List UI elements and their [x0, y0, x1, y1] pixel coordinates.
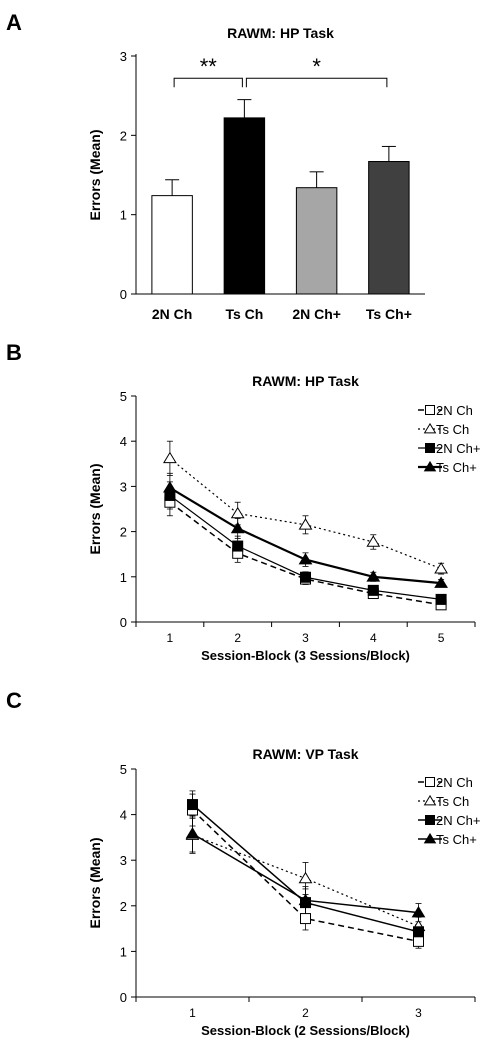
legend-marker [423, 832, 437, 844]
series-ts-ch--line [169, 486, 442, 585]
legend-marker [423, 460, 437, 472]
series-ts-ch-line [169, 457, 442, 570]
legend-marker [425, 443, 435, 453]
y-tick-label: 1 [120, 944, 127, 959]
y-axis-label: Errors (Mean) [87, 129, 103, 220]
y-tick-label: 0 [120, 615, 127, 630]
series-ts-ch--point [434, 576, 448, 588]
y-tick-label: 2 [120, 128, 127, 143]
legend-label: 2N Ch [436, 775, 473, 790]
series-2n-ch-point [413, 935, 424, 947]
significance-label: ** [200, 54, 218, 79]
x-tick-label: 2N Ch+ [292, 306, 341, 322]
significance-label: * [312, 54, 321, 79]
legend-label: Ts Ch [436, 422, 469, 437]
x-tick-label: 1 [167, 631, 174, 645]
y-tick-label: 3 [120, 853, 127, 868]
series-ts-ch-point [298, 871, 313, 884]
series-2n-ch--point [300, 571, 311, 583]
bar-2n-ch- [295, 187, 338, 295]
legend-label: 2N Ch+ [436, 813, 480, 828]
series-ts-ch--point [298, 552, 313, 565]
series-ts-ch--point [163, 481, 177, 493]
y-tick-label: 0 [120, 287, 127, 302]
x-tick-label: 2N Ch [152, 306, 192, 322]
series-ts-ch--point [366, 570, 381, 582]
series-ts-ch-point [366, 535, 381, 547]
y-tick-label: 5 [120, 389, 127, 404]
series-ts-ch--point [411, 905, 426, 918]
series-2n-ch--point [187, 799, 198, 811]
legend-marker [423, 794, 437, 806]
series-2n-ch--point [232, 540, 244, 552]
x-axis-label: Session-Block (3 Sessions/Block) [201, 648, 410, 663]
panel-c: C RAWM: VP Task 0 1 2 3 4 5 1 2 3 Errors (Mean) Ses… [0, 680, 500, 1050]
panel-a-label: A [6, 10, 22, 35]
x-tick-label: 3 [302, 631, 309, 645]
y-tick-label: 4 [120, 808, 127, 823]
chart-b: RAWM: HP Task 0 1 2 3 4 5 1 2 3 4 5 Errors (Mean) Ses… [87, 373, 480, 663]
y-tick-label: 4 [120, 434, 127, 449]
chart-c: RAWM: VP Task 0 1 2 3 4 5 1 2 3 Errors (Mean) Sessi… [87, 746, 480, 1038]
panel-b-label: B [6, 340, 22, 365]
series-ts-ch--point [230, 521, 245, 534]
legend-marker [425, 815, 435, 825]
series-2n-ch-point [300, 913, 311, 925]
y-tick-label: 3 [120, 49, 127, 64]
x-axis-label: Session-Block (2 Sessions/Block) [201, 1023, 410, 1038]
x-tick-label: 5 [438, 631, 445, 645]
y-tick-label: 1 [120, 208, 127, 223]
legend-label: 2N Ch+ [436, 441, 480, 456]
y-axis-label: Errors (Mean) [87, 837, 103, 928]
legend-marker [423, 422, 437, 434]
series-ts-ch-point [163, 451, 177, 464]
series-2n-ch-line [191, 809, 419, 943]
x-tick-label: Ts Ch+ [366, 306, 412, 322]
y-tick-label: 3 [120, 479, 127, 494]
panel-b: B RAWM: HP Task 0 1 2 3 4 5 1 2 3 4 5 Errors (Mean) S… [0, 340, 500, 680]
y-tick-label: 2 [120, 899, 127, 914]
y-tick-label: 2 [120, 525, 127, 540]
chart-a: RAWM: HP Task 0 1 2 3 Errors (Mean) 2N Ch Ts Ch… [87, 25, 425, 322]
legend-marker [425, 777, 435, 787]
chart-title: RAWM: HP Task [252, 373, 359, 389]
y-axis-label: Errors (Mean) [87, 463, 103, 554]
legend-label: Ts Ch [436, 794, 469, 809]
y-tick-label: 0 [120, 990, 127, 1005]
bar-2n-ch [151, 195, 193, 295]
x-tick-label: Ts Ch [225, 306, 263, 322]
chart-title: RAWM: HP Task [227, 25, 334, 41]
legend-marker [425, 405, 435, 415]
panel-c-label: C [6, 688, 22, 713]
panel-a: A RAWM: HP Task 0 1 2 3 Errors (Mean) 2N Ch Ts … [0, 0, 500, 340]
legend-label: Ts Ch+ [436, 460, 477, 475]
series-ts-ch-point [298, 518, 313, 530]
bar-ts-ch [223, 117, 266, 295]
series-ts-ch--point [298, 893, 313, 906]
x-tick-label: 4 [370, 631, 377, 645]
significance-bracket [173, 77, 243, 88]
series-2n-ch--point [367, 584, 379, 596]
legend-label: 2N Ch [436, 403, 473, 418]
x-tick-label: 2 [302, 1006, 309, 1020]
x-tick-label: 2 [234, 631, 241, 645]
series-2n-ch--point [413, 926, 424, 938]
series-ts-ch-point [434, 561, 448, 574]
significance-bracket [245, 77, 388, 88]
series-ts-ch--point [185, 827, 200, 839]
series-ts-ch-point [230, 506, 245, 519]
x-tick-label: 1 [189, 1006, 196, 1020]
x-tick-label: 3 [415, 1006, 422, 1020]
legend-label: Ts Ch+ [436, 832, 477, 847]
series-2n-ch--point [435, 593, 447, 605]
y-tick-label: 1 [120, 570, 127, 585]
bar-ts-ch- [368, 161, 410, 295]
y-tick-label: 5 [120, 762, 127, 777]
chart-title: RAWM: VP Task [252, 746, 358, 762]
